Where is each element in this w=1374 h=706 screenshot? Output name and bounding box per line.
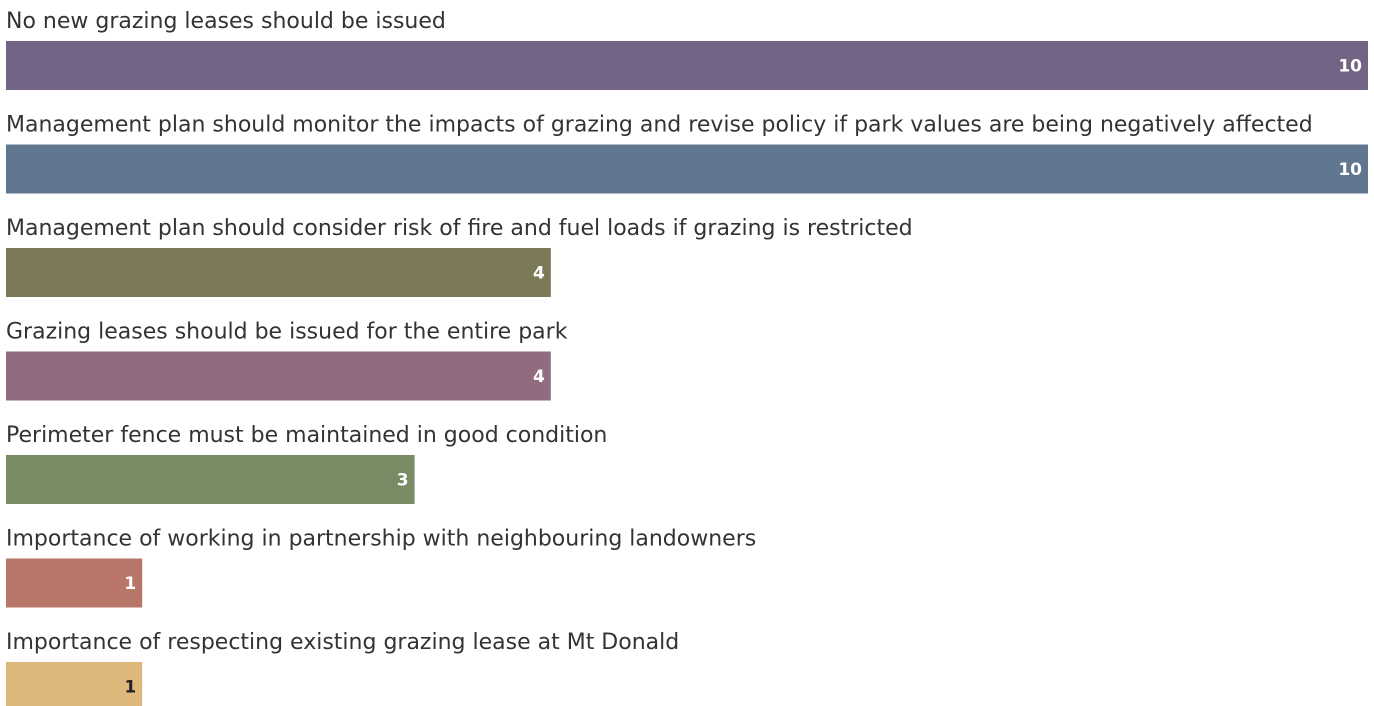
value-label: 10 — [1338, 57, 1362, 77]
bar — [6, 662, 143, 706]
value-label: 3 — [397, 471, 409, 491]
category-label: Importance of respecting existing grazin… — [6, 630, 679, 655]
bar — [6, 41, 1368, 90]
bar — [6, 351, 551, 401]
category-label: No new grazing leases should be issued — [6, 9, 446, 34]
value-label: 10 — [1338, 160, 1362, 180]
bar — [6, 144, 1368, 194]
category-label: Management plan should consider risk of … — [6, 216, 913, 241]
category-label: Grazing leases should be issued for the … — [6, 320, 568, 345]
value-label: 1 — [124, 678, 136, 698]
bar — [6, 455, 415, 504]
category-label: Management plan should monitor the impac… — [6, 113, 1313, 138]
value-label: 4 — [533, 367, 545, 387]
bar — [6, 558, 143, 608]
category-label: Perimeter fence must be maintained in go… — [6, 423, 607, 448]
bar — [6, 248, 551, 297]
value-label: 1 — [124, 574, 136, 594]
category-label: Importance of working in partnership wit… — [6, 527, 756, 552]
value-label: 4 — [533, 264, 545, 284]
